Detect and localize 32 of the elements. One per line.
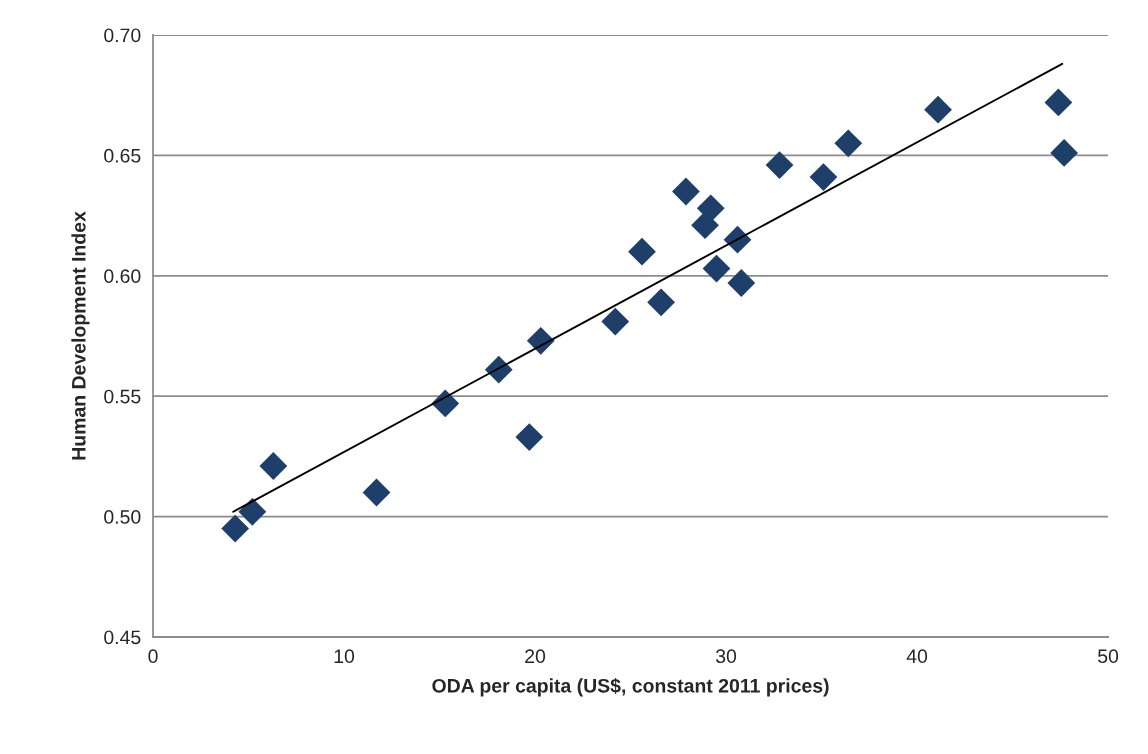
- y-tick-label: 0.50: [104, 510, 141, 524]
- point: [259, 452, 288, 480]
- point: [1044, 88, 1073, 117]
- point: [672, 177, 700, 206]
- point: [628, 237, 656, 266]
- point: [221, 514, 250, 543]
- x-tick-label: 10: [334, 649, 355, 664]
- point: [924, 95, 952, 124]
- point: [515, 423, 544, 452]
- point: [765, 151, 794, 179]
- point: [809, 163, 838, 191]
- point: [727, 269, 756, 297]
- point: [1050, 139, 1079, 167]
- point: [647, 288, 675, 317]
- point: [702, 254, 731, 283]
- point: [696, 194, 725, 223]
- point: [601, 307, 630, 336]
- y-tick-label: 0.55: [104, 389, 141, 404]
- point: [238, 497, 267, 526]
- y-tick-label: 0.60: [104, 269, 141, 284]
- y-tick-label: 0.70: [104, 28, 141, 43]
- y-tick-label: 0.45: [104, 630, 141, 645]
- x-tick-label: 20: [525, 649, 546, 664]
- x-tick-label: 30: [715, 649, 737, 664]
- y-axis-title: Human Development Index: [71, 211, 90, 460]
- y-tick-label: 0.65: [104, 148, 141, 163]
- x-tick-label: 50: [1098, 649, 1119, 664]
- x-tick-label: 0: [148, 649, 158, 664]
- point: [362, 478, 391, 507]
- point: [834, 129, 863, 158]
- x-tick-label: 40: [906, 649, 928, 664]
- x-axis-title: ODA per capita (US$, constant 2011 prices): [432, 678, 829, 697]
